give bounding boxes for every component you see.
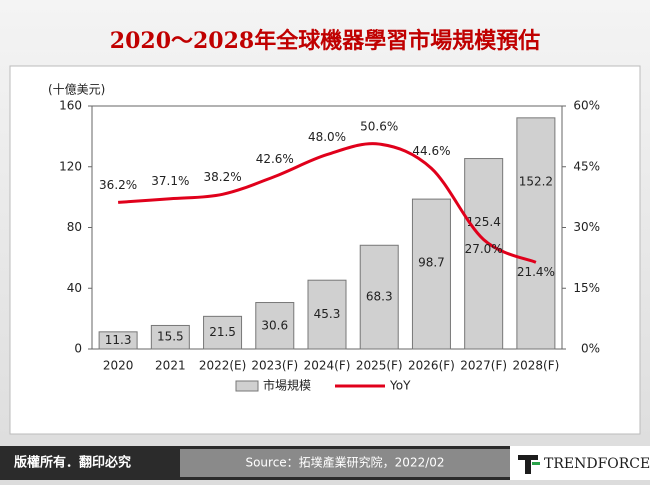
bar-value-label: 152.2 bbox=[519, 174, 553, 188]
x-tick-label: 2026(F) bbox=[408, 359, 455, 373]
bar-value-label: 45.3 bbox=[314, 307, 341, 321]
y2-tick-label: 45% bbox=[573, 159, 600, 173]
y-tick-label: 160 bbox=[59, 99, 82, 113]
x-tick-label: 2028(F) bbox=[512, 359, 559, 373]
bar-value-label: 11.3 bbox=[105, 333, 132, 347]
x-tick-label: 2022(E) bbox=[199, 359, 246, 373]
legend-label: 市場規模 bbox=[263, 378, 311, 393]
y2-tick-label: 0% bbox=[581, 342, 600, 356]
x-tick-label: 2024(F) bbox=[304, 359, 351, 373]
yoy-value-label: 50.6% bbox=[360, 120, 398, 134]
bar bbox=[150, 324, 190, 350]
y2-tick-label: 15% bbox=[573, 281, 600, 295]
yoy-value-label: 42.6% bbox=[256, 152, 294, 166]
legend-swatch bbox=[235, 380, 259, 392]
yoy-value-label: 44.6% bbox=[412, 144, 450, 158]
bar-value-label: 98.7 bbox=[418, 256, 445, 270]
bar bbox=[411, 198, 451, 350]
yoy-value-label: 38.2% bbox=[203, 170, 241, 184]
x-tick-label: 2021 bbox=[155, 359, 186, 373]
bar-value-label: 30.6 bbox=[261, 318, 288, 332]
bar bbox=[516, 117, 556, 350]
logo-icon bbox=[518, 455, 538, 474]
yoy-value-label: 21.4% bbox=[517, 265, 555, 279]
yoy-value-label: 48.0% bbox=[308, 130, 346, 144]
legend-label: YoY bbox=[389, 379, 411, 393]
y-tick-label: 0 bbox=[74, 342, 82, 356]
logo: TRENDFORCE bbox=[544, 456, 650, 472]
bar bbox=[307, 279, 347, 350]
bar bbox=[98, 331, 138, 350]
chart-title: 2020～2028年全球機器學習市場規模預估 bbox=[110, 28, 540, 54]
x-tick-label: 2025(F) bbox=[356, 359, 403, 373]
y-tick-label: 80 bbox=[67, 220, 82, 234]
bar-value-label: 68.3 bbox=[366, 290, 393, 304]
y-tick-label: 40 bbox=[67, 281, 82, 295]
yoy-value-label: 36.2% bbox=[99, 178, 137, 192]
yoy-value-label: 27.0% bbox=[465, 242, 503, 256]
y2-tick-label: 30% bbox=[573, 220, 600, 234]
bar bbox=[255, 302, 295, 350]
bar bbox=[359, 244, 399, 350]
bar bbox=[464, 158, 504, 350]
bar-value-label: 125.4 bbox=[466, 215, 500, 229]
source: Source：拓墣產業研究院，2022/02 bbox=[245, 455, 444, 470]
copyright: 版權所有．翻印必究 bbox=[14, 455, 131, 471]
yoy-line bbox=[118, 142, 537, 264]
y-axis-label: (十億美元) bbox=[48, 83, 105, 97]
y2-tick-label: 60% bbox=[573, 99, 600, 113]
x-tick-label: 2020 bbox=[103, 359, 134, 373]
bar bbox=[203, 315, 243, 350]
bar-value-label: 15.5 bbox=[157, 330, 184, 344]
yoy-value-label: 37.1% bbox=[151, 174, 189, 188]
y-tick-label: 120 bbox=[59, 159, 82, 173]
logo-icon-accent bbox=[532, 462, 540, 465]
footer-source-box bbox=[180, 449, 510, 477]
x-tick-label: 2023(F) bbox=[251, 359, 298, 373]
x-tick-label: 2027(F) bbox=[460, 359, 507, 373]
bar-value-label: 21.5 bbox=[209, 325, 236, 339]
